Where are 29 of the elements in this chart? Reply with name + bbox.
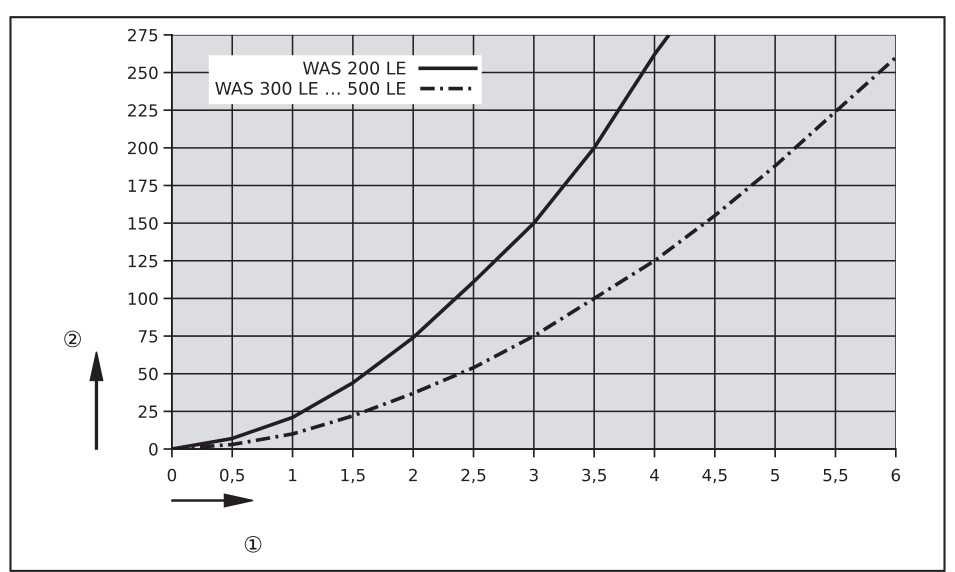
x-tick-label: 3: [530, 468, 538, 482]
x-tick-label: 6: [892, 468, 900, 482]
x-tick-label: 1,5: [341, 468, 365, 484]
legend-label: WAS 200 LE: [303, 62, 406, 75]
y-tick-label: 175: [128, 180, 158, 192]
x-tick-label: 4,5: [702, 468, 727, 484]
x-tick-label: 0: [168, 468, 176, 482]
x-axis-title: ①: [244, 536, 262, 553]
y-tick-label: 275: [128, 28, 158, 42]
y-tick-label: 50: [138, 368, 158, 380]
y-tick-label: 250: [128, 66, 158, 80]
legend-label: WAS 300 LE … 500 LE: [215, 82, 406, 95]
x-tick-label: 1: [289, 468, 296, 482]
y-axis-title: ②: [64, 330, 81, 348]
y-tick-label: 200: [128, 142, 158, 154]
x-tick-label: 2,5: [461, 468, 486, 484]
x-tick-label: 3,5: [582, 468, 606, 484]
y-tick-label: 100: [128, 292, 158, 305]
x-tick-label: 2: [409, 468, 417, 482]
y-tick-label: 25: [138, 405, 158, 418]
x-tick-label: 4: [650, 468, 659, 482]
y-tick-label: 75: [138, 330, 158, 343]
x-tick-label: 5: [771, 468, 779, 482]
y-tick-label: 0: [149, 442, 158, 456]
x-tick-label: 5,5: [824, 468, 848, 484]
x-tick-label: 0,5: [220, 468, 244, 484]
y-tick-label: 225: [128, 104, 158, 117]
y-tick-label: 125: [128, 254, 158, 268]
y-tick-label: 150: [128, 217, 158, 230]
